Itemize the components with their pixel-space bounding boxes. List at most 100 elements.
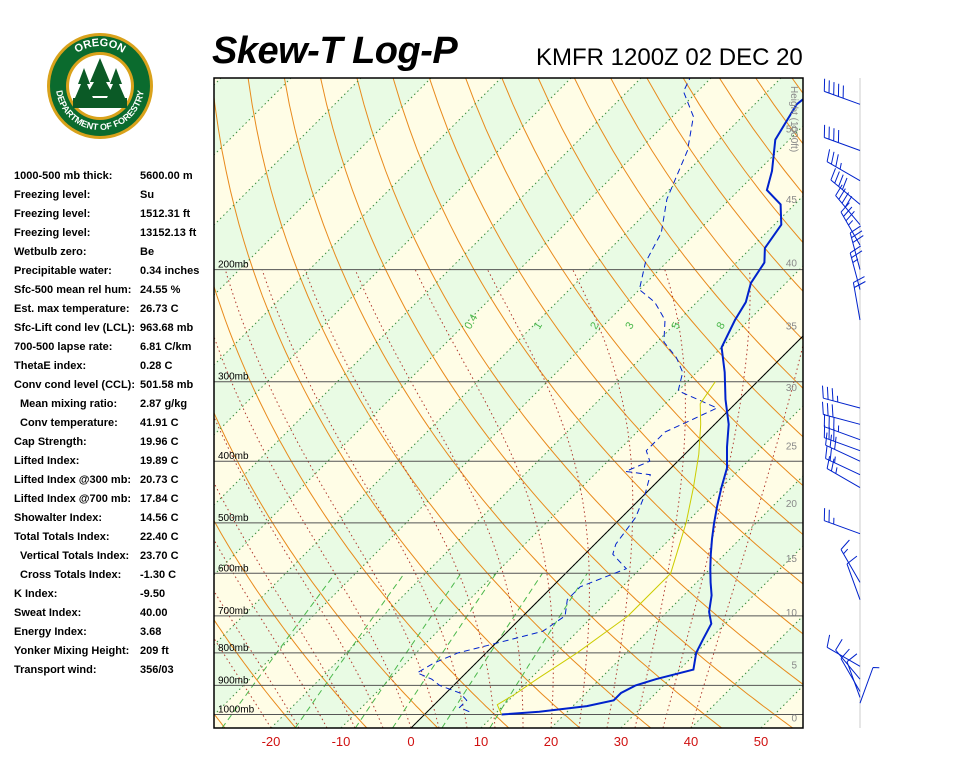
mixing-ratio-line: [392, 573, 497, 728]
isotherm: [690, 615, 803, 728]
dry-adiabat: [537, 78, 803, 438]
index-row: Est. max temperature: 26.73 C: [14, 301, 210, 320]
index-value: -9.50: [140, 588, 166, 600]
moist-adiabat: [214, 335, 412, 728]
index-value: 19.89 C: [140, 455, 179, 467]
wind-barb: [826, 456, 861, 489]
index-label: K Index:: [14, 588, 58, 600]
wind-barb: [823, 124, 861, 151]
index-value: 963.68 mb: [140, 322, 194, 334]
mixing-ratio-line: [354, 573, 462, 728]
index-value: 22.40 C: [140, 531, 179, 543]
isotherm: [270, 195, 803, 728]
height-tick-label: 25: [786, 442, 798, 453]
index-label: Freezing level:: [14, 189, 91, 201]
wind-barb: [830, 168, 861, 205]
oregon-forestry-logo: OREGON DEPARTMENT OF FORESTRY: [47, 33, 153, 139]
index-label: Est. max temperature:: [14, 303, 130, 315]
wind-barb: [849, 225, 864, 270]
height-tick-label: 35: [786, 322, 798, 333]
isotherm: [214, 78, 362, 226]
index-row: Vertical Totals Index: 23.70 C: [14, 548, 210, 567]
height-tick-label: 30: [786, 383, 798, 394]
x-tick-label: 0: [407, 734, 414, 749]
index-row: Freezing level: 1512.31 ft: [14, 206, 210, 225]
index-row: Wetbulb zero: Be: [14, 244, 210, 263]
temperature-band: [551, 476, 803, 728]
isotherm: [340, 265, 803, 728]
index-label: Cross Totals Index:: [20, 569, 122, 581]
temperature-band: [214, 78, 803, 715]
isotherm: [214, 78, 642, 506]
index-label: Sfc-500 mean rel hum:: [14, 284, 132, 296]
index-row: Cap Strength: 19.96 C: [14, 434, 210, 453]
index-label: Showalter Index:: [14, 512, 103, 524]
isotherm: [214, 125, 803, 716]
index-row: Freezing level: Su: [14, 187, 210, 206]
index-row: Conv cond level (CCL): 501.58 mb: [14, 377, 210, 396]
dry-adiabat: [214, 284, 510, 728]
index-label: Transport wind:: [14, 664, 97, 676]
mixing-ratio-label: 3: [623, 320, 636, 331]
moist-adiabat: [634, 269, 686, 728]
index-value: Su: [140, 189, 155, 201]
isotherm-zero: [410, 335, 803, 728]
index-value: 14.56 C: [140, 512, 179, 524]
index-label: Sfc-Lift cond lev (LCL):: [14, 322, 135, 334]
height-tick-label: 20: [786, 499, 798, 510]
pressure-tick-label: 800mb: [218, 643, 249, 654]
x-tick-label: 50: [754, 734, 768, 749]
pressure-tick-label: 400mb: [218, 451, 249, 462]
moist-adiabat: [214, 538, 328, 728]
x-tick-label: 30: [614, 734, 628, 749]
isotherm: [214, 78, 432, 296]
index-row: Sfc-Lift cond lev (LCL): 963.68 mb: [14, 320, 210, 339]
index-value: -1.30 C: [140, 569, 177, 581]
pressure-tick-label: 300mb: [218, 372, 249, 383]
height-axis-label: Height (1000ft): [788, 86, 799, 152]
height-tick-label: 40: [786, 259, 798, 270]
x-tick-label: 20: [544, 734, 558, 749]
index-label: Vertical Totals Index:: [20, 550, 130, 562]
isotherm: [214, 78, 712, 576]
mixing-ratio-label: 8: [714, 320, 727, 331]
index-label: Total Totals Index:: [14, 531, 110, 543]
wind-barb: [822, 401, 861, 425]
index-label: Freezing level:: [14, 227, 91, 239]
temperature-band: [271, 196, 803, 728]
logo-top-text: OREGON: [73, 37, 128, 56]
index-label: Conv cond level (CCL):: [14, 379, 136, 391]
dry-adiabat: [392, 78, 803, 635]
moist-adiabat: [214, 415, 384, 728]
index-value: 13152.13 ft: [140, 227, 197, 239]
dry-adiabat: [320, 78, 794, 728]
height-tick-label: 0: [791, 713, 797, 724]
wind-barb: [825, 446, 861, 476]
dry-adiabat: [214, 411, 439, 728]
index-row: Showalter Index: 14.56 C: [14, 510, 210, 529]
pressure-tick-label: 600mb: [218, 563, 249, 574]
height-tick-label: 10: [786, 608, 798, 619]
wind-barb: [852, 276, 866, 321]
parcel-trace: [496, 381, 716, 715]
index-row: Freezing level: 13152.13 ft: [14, 225, 210, 244]
index-value: 17.84 C: [140, 493, 179, 505]
index-label: Mean mixing ratio:: [20, 398, 118, 410]
isotherm: [214, 78, 572, 436]
index-value: 1512.31 ft: [140, 208, 191, 220]
index-row: Precipitable water: 0.34 inches: [14, 263, 210, 282]
dry-adiabat: [573, 78, 803, 389]
index-row: 700-500 lapse rate: 6.81 C/km: [14, 339, 210, 358]
isotherm: [550, 475, 803, 728]
index-row: ThetaE index: 0.28 C: [14, 358, 210, 377]
height-tick-label: 45: [786, 195, 798, 206]
index-value: 26.73 C: [140, 303, 179, 315]
wind-barb: [835, 184, 861, 226]
wind-barb: [823, 413, 861, 441]
mixing-ratio-line: [489, 573, 588, 728]
index-label: Lifted Index:: [14, 455, 80, 467]
index-label: Cap Strength:: [14, 436, 87, 448]
station-time-label: KMFR 1200Z 02 DEC 20: [536, 44, 803, 71]
dry-adiabat: [501, 78, 803, 487]
index-label: Conv temperature:: [20, 417, 118, 429]
